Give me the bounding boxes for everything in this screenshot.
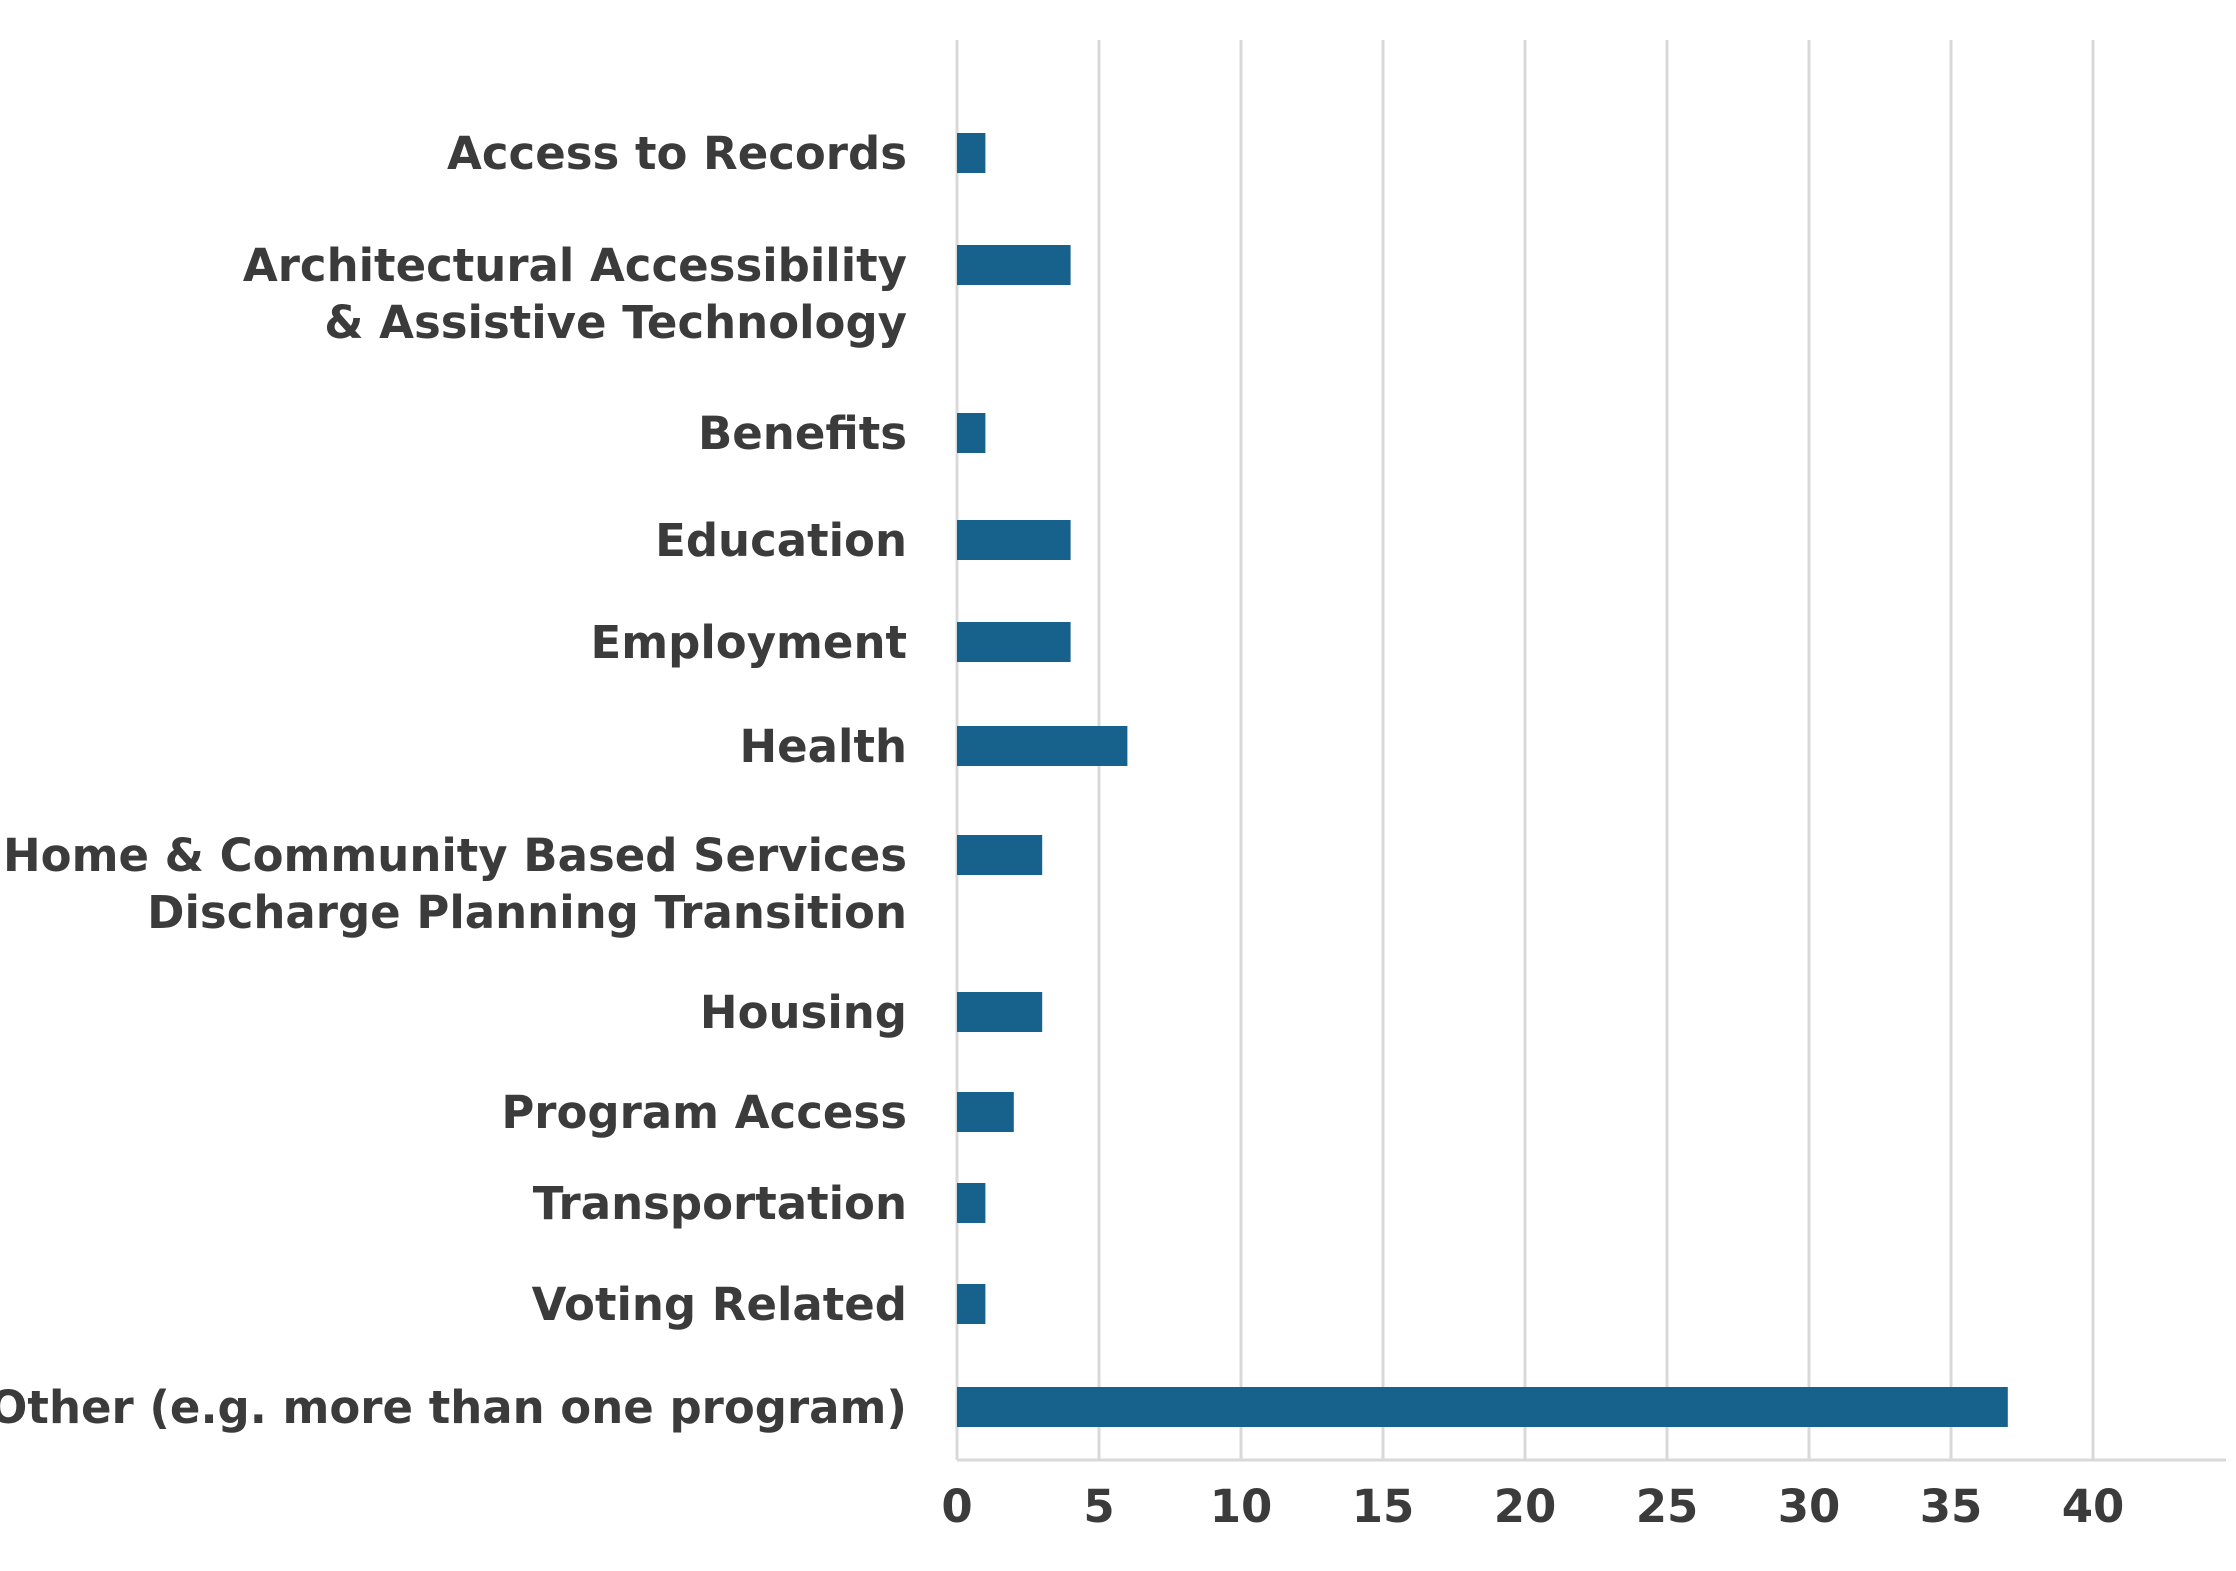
x-tick-label-30: 30 [1778, 1480, 1841, 1533]
category-label-6: Home & Community Based Services Discharge… [3, 829, 907, 939]
bar-7 [957, 992, 1043, 1032]
x-tick-label-10: 10 [1210, 1480, 1273, 1533]
category-label-3: Education [655, 514, 907, 567]
category-label-7: Housing [700, 986, 907, 1039]
x-tick-label-20: 20 [1494, 1480, 1557, 1533]
bar-0 [957, 133, 986, 173]
category-label-4: Employment [591, 616, 907, 669]
x-tick-labels: 0 5 10 15 20 25 30 35 40 [941, 1480, 2124, 1533]
bar-11 [957, 1387, 2008, 1427]
bars [957, 133, 2008, 1427]
bar-5 [957, 726, 1128, 766]
bar-9 [957, 1183, 986, 1223]
category-label-1: Architectural Accessibility & Assistive T… [243, 239, 907, 349]
x-tick-label-35: 35 [1920, 1480, 1983, 1533]
category-label-10: Voting Related [532, 1278, 907, 1331]
x-tick-label-0: 0 [941, 1480, 972, 1533]
bar-1 [957, 245, 1071, 285]
x-tick-label-40: 40 [2062, 1480, 2125, 1533]
bar-3 [957, 520, 1071, 560]
bar-4 [957, 622, 1071, 662]
category-label-2: Benefits [698, 407, 907, 460]
bar-8 [957, 1092, 1014, 1132]
bar-6 [957, 835, 1043, 875]
bar-2 [957, 413, 986, 453]
gridlines [955, 40, 2095, 1460]
category-label-8: Program Access [501, 1086, 907, 1139]
bar-10 [957, 1284, 986, 1324]
category-labels: Access to Records Architectural Accessibi… [0, 127, 907, 1434]
category-label-5: Health [739, 720, 907, 773]
category-label-9: Transportation [533, 1177, 907, 1230]
x-tick-label-25: 25 [1636, 1480, 1699, 1533]
x-tick-label-5: 5 [1083, 1480, 1114, 1533]
category-label-11: Other (e.g. more than one program) [0, 1381, 907, 1434]
x-tick-label-15: 15 [1352, 1480, 1415, 1533]
category-label-0: Access to Records [447, 127, 907, 180]
